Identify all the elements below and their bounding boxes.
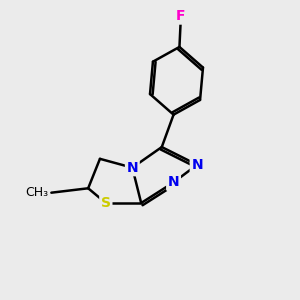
Text: F: F — [176, 9, 186, 23]
Text: N: N — [127, 161, 138, 175]
Text: S: S — [101, 196, 111, 210]
Text: CH₃: CH₃ — [25, 186, 48, 199]
Text: N: N — [191, 158, 203, 172]
Text: N: N — [168, 176, 179, 189]
